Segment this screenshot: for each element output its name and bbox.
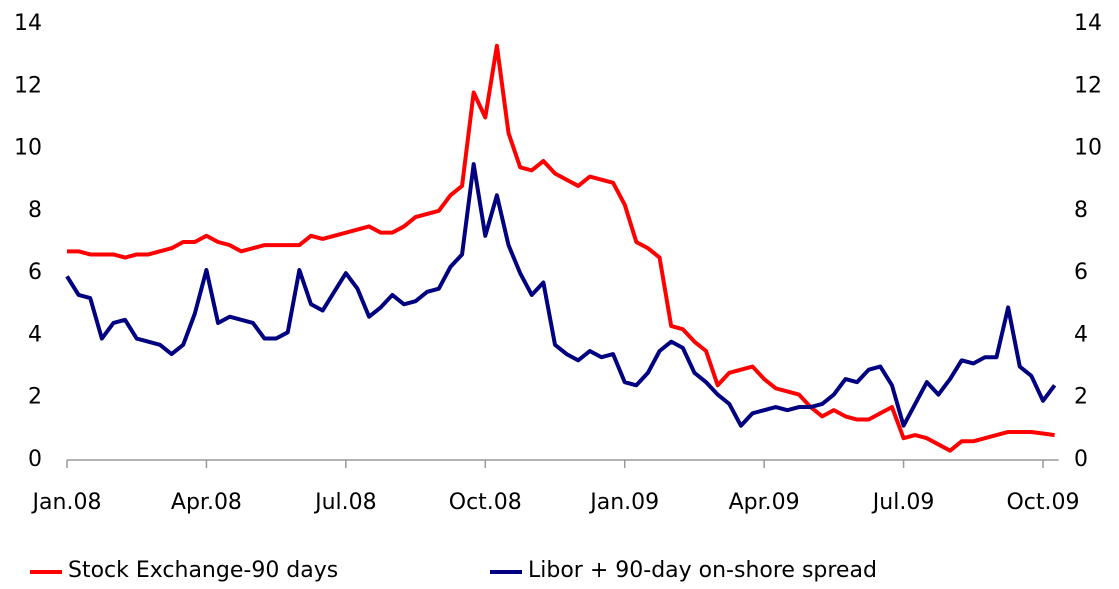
y2-tick-label: 8 [1074,198,1088,223]
y2-tick-label: 2 [1074,385,1088,410]
series-line [67,43,1055,453]
y2-tick-label: 10 [1074,136,1102,161]
x-tick-label: Jul.08 [313,490,377,515]
y-tick-label: 12 [14,73,42,98]
x-tick-label: Oct.09 [1006,490,1079,515]
y-tick-label: 8 [28,198,42,223]
y2-tick-label: 0 [1074,447,1088,472]
y-tick-label: 6 [28,260,42,285]
legend-label: Stock Exchange-90 days [68,558,338,583]
x-tick-label: Oct.08 [449,490,522,515]
y2-tick-label: 6 [1074,260,1088,285]
x-tick-label: Apr.08 [171,490,242,515]
x-tick-label: Apr.09 [729,490,800,515]
series-line [65,162,1057,428]
y2-tick-label: 12 [1074,73,1102,98]
y-tick-label: 14 [14,11,42,36]
legend-label: Libor + 90-day on-shore spread [528,558,877,583]
y2-tick-label: 14 [1074,11,1102,36]
y-tick-label: 0 [28,447,42,472]
y-tick-label: 10 [14,136,42,161]
x-tick-label: Jul.09 [871,490,935,515]
y-tick-label: 2 [28,385,42,410]
x-tick-label: Jan.08 [31,490,102,515]
y2-tick-label: 4 [1074,322,1088,347]
x-tick-label: Jan.09 [588,490,659,515]
y-tick-label: 4 [28,322,42,347]
